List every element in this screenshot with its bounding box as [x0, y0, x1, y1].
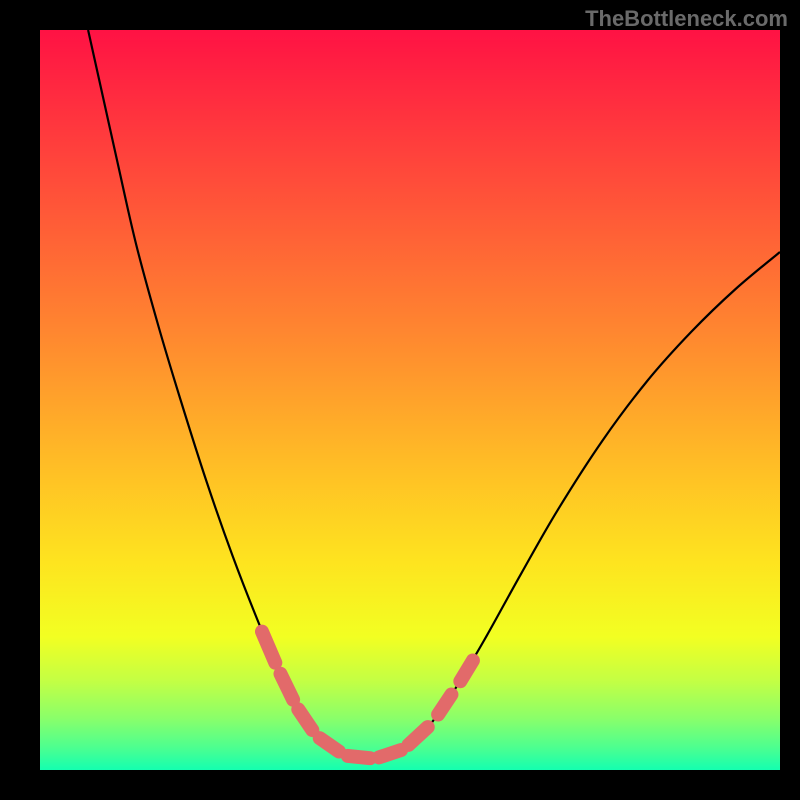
marker-dash — [460, 660, 473, 681]
marker-dash — [298, 709, 312, 730]
marker-dash — [438, 695, 451, 715]
marker-dash — [348, 756, 370, 758]
watermark-label: TheBottleneck.com — [585, 6, 788, 32]
marker-dash — [320, 738, 339, 751]
marker-dash — [379, 750, 401, 757]
bottleneck-curve — [88, 30, 780, 759]
curve-layer — [40, 30, 780, 770]
marker-dash — [262, 632, 275, 663]
marker-dash — [281, 674, 294, 700]
marker-dash — [409, 727, 428, 745]
plot-area — [40, 30, 780, 770]
